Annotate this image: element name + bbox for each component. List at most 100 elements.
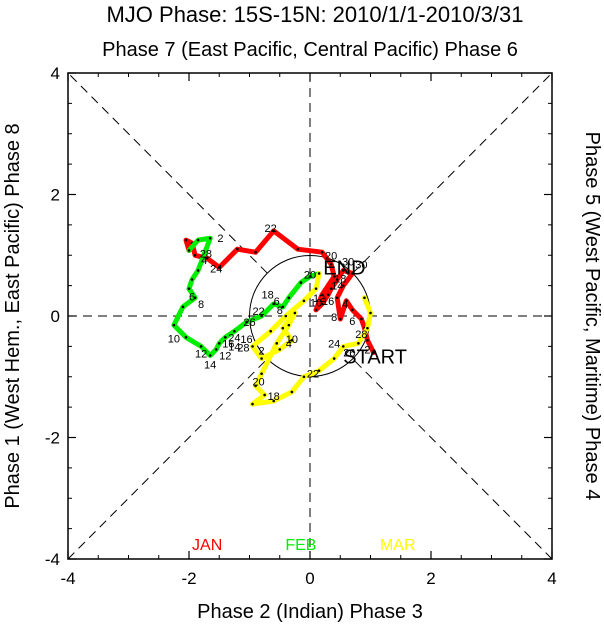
day-label: 6	[189, 292, 195, 304]
day-label: 28	[355, 329, 367, 341]
legend-mar: MAR	[380, 537, 416, 554]
trajectory-point	[278, 348, 282, 351]
trajectory-point	[345, 299, 348, 303]
trajectory-point	[308, 275, 312, 278]
trajectory-point	[272, 302, 276, 306]
trajectory-point	[369, 311, 372, 315]
day-label: 10	[310, 298, 322, 310]
x-tick-label: 2	[426, 569, 435, 588]
trajectory-point	[293, 311, 297, 315]
trajectory-point	[245, 320, 248, 324]
y-tick-label: 0	[51, 307, 60, 326]
day-label: 18	[262, 290, 274, 302]
trajectory-point	[357, 342, 360, 345]
trajectory-point	[251, 345, 254, 348]
trajectory-point	[251, 402, 254, 406]
legend: JAN FEB MAR	[192, 537, 415, 554]
trajectory-point	[272, 399, 276, 403]
trajectory-point	[320, 302, 324, 306]
legend-jan: JAN	[192, 537, 222, 554]
trajectory-point	[217, 266, 221, 269]
day-label: 16	[240, 334, 252, 346]
chart-title: MJO Phase: 15S-15N: 2010/1/1-2010/3/31	[106, 2, 523, 27]
day-label: 24	[228, 332, 240, 344]
trajectory-point	[329, 263, 333, 266]
y-tick-label: 4	[51, 64, 60, 83]
day-label: 22	[307, 369, 319, 381]
trajectory-point	[260, 314, 263, 318]
trajectory-point	[290, 339, 294, 342]
day-label: 4	[201, 255, 207, 267]
trajectory-point	[208, 236, 212, 240]
trajectory-point	[335, 296, 339, 300]
day-label: 22	[252, 306, 264, 318]
day-label: 12	[313, 293, 325, 305]
day-label: 4	[286, 338, 292, 350]
trajectory-point	[196, 238, 200, 242]
trajectory-point	[372, 351, 375, 354]
trajectory-point	[269, 329, 272, 333]
day-label: 14	[204, 360, 216, 372]
day-label: 8	[277, 305, 283, 317]
day-label: 26	[243, 317, 255, 329]
trajectory-point	[199, 345, 203, 348]
trajectory-point	[172, 323, 176, 327]
day-label: 2	[364, 344, 370, 356]
trajectory-point	[236, 247, 239, 251]
trajectory-point	[326, 293, 330, 297]
x-tick-label: -2	[181, 569, 196, 588]
trajectory-point	[260, 357, 263, 360]
trajectory-point	[366, 326, 369, 330]
day-label: 30	[342, 256, 354, 268]
trajectory-point	[314, 308, 318, 312]
trajectory-point	[341, 345, 345, 348]
day-label: 6	[274, 296, 280, 308]
day-label: 14	[228, 341, 240, 353]
day-label: 2	[217, 233, 223, 245]
trajectory-point	[260, 372, 263, 376]
trajectory-point	[233, 329, 236, 333]
trajectory-point	[332, 357, 336, 360]
day-label: 26	[343, 347, 355, 359]
day-label: 8	[331, 312, 337, 324]
trajectory-point	[302, 299, 306, 303]
trajectory-point	[320, 293, 324, 297]
day-label: 24	[210, 264, 222, 276]
trajectory-point	[366, 339, 369, 342]
legend-feb: FEB	[285, 537, 316, 554]
trajectory-point	[363, 296, 366, 300]
top-phase-label: Phase 7 (East Pacific, Central Pacific) …	[102, 39, 518, 61]
trajectory-point	[314, 287, 318, 290]
trajectory-point	[254, 384, 257, 388]
trajectory-layer	[171, 228, 376, 407]
trajectory-point	[317, 369, 321, 372]
end-label: END	[323, 258, 365, 280]
trajectory-point	[329, 287, 333, 290]
start-label: START	[343, 346, 407, 368]
day-label: 28	[237, 343, 249, 355]
day-label: 28	[200, 248, 212, 260]
trajectory-point	[341, 269, 345, 272]
trajectory-point	[360, 317, 363, 321]
trajectory-point	[341, 284, 345, 287]
trajectory-point	[184, 238, 188, 242]
trajectory-point	[287, 323, 291, 327]
day-label: 22	[265, 223, 277, 235]
diagonal-guide-line	[352, 72, 553, 274]
day-label: 24	[328, 338, 340, 350]
trajectory-point	[320, 250, 324, 254]
trajectory-point	[193, 253, 197, 257]
y-tick-label: -4	[45, 550, 60, 569]
trajectory-point	[272, 229, 276, 233]
trajectory-point	[224, 335, 227, 339]
trajectory-point	[196, 269, 200, 272]
day-label: 16	[222, 338, 234, 350]
diagonal-guide-line	[352, 358, 553, 560]
trajectory-point	[254, 250, 257, 254]
trajectory-point	[351, 272, 354, 275]
trajectory-point	[263, 393, 266, 397]
trajectory-point	[335, 278, 339, 281]
x-tick-label: 4	[547, 569, 556, 588]
